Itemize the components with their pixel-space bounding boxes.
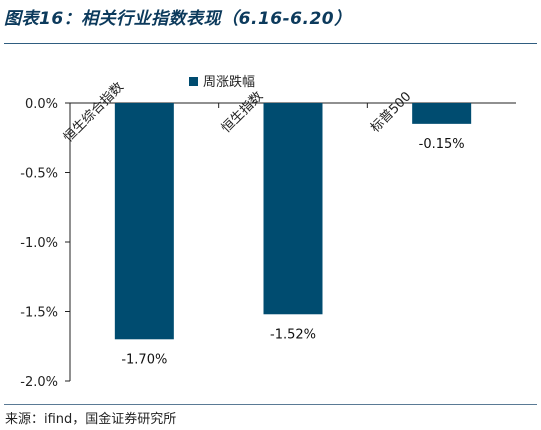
data-label: -1.70% [121, 352, 167, 367]
bar [263, 103, 323, 315]
legend-label: 周涨跌幅 [203, 74, 255, 90]
y-tick-label: 0.0% [25, 97, 58, 112]
footer-divider [4, 404, 537, 405]
legend: 周涨跌幅 [189, 74, 255, 90]
page-title: 图表16：相关行业指数表现（6.16-6.20） [4, 9, 352, 29]
y-tick-label: -2.0% [20, 375, 58, 390]
source-note: 来源：ifind，国金证券研究所 [5, 412, 177, 427]
legend-swatch [189, 77, 198, 86]
category-label: 标普500 [368, 89, 415, 136]
y-tick-label: -0.5% [20, 167, 58, 182]
category-label: 恒生指数 [219, 89, 266, 136]
bars: 恒生综合指数-1.70%恒生指数-1.52%标普500-0.15% [61, 80, 472, 367]
bar [412, 103, 472, 124]
title-divider [4, 43, 537, 44]
bar [114, 103, 174, 340]
data-label: -0.15% [419, 137, 465, 152]
data-label: -1.52% [270, 327, 316, 342]
y-tick-label: -1.5% [20, 306, 58, 321]
y-tick-label: -1.0% [20, 236, 58, 251]
